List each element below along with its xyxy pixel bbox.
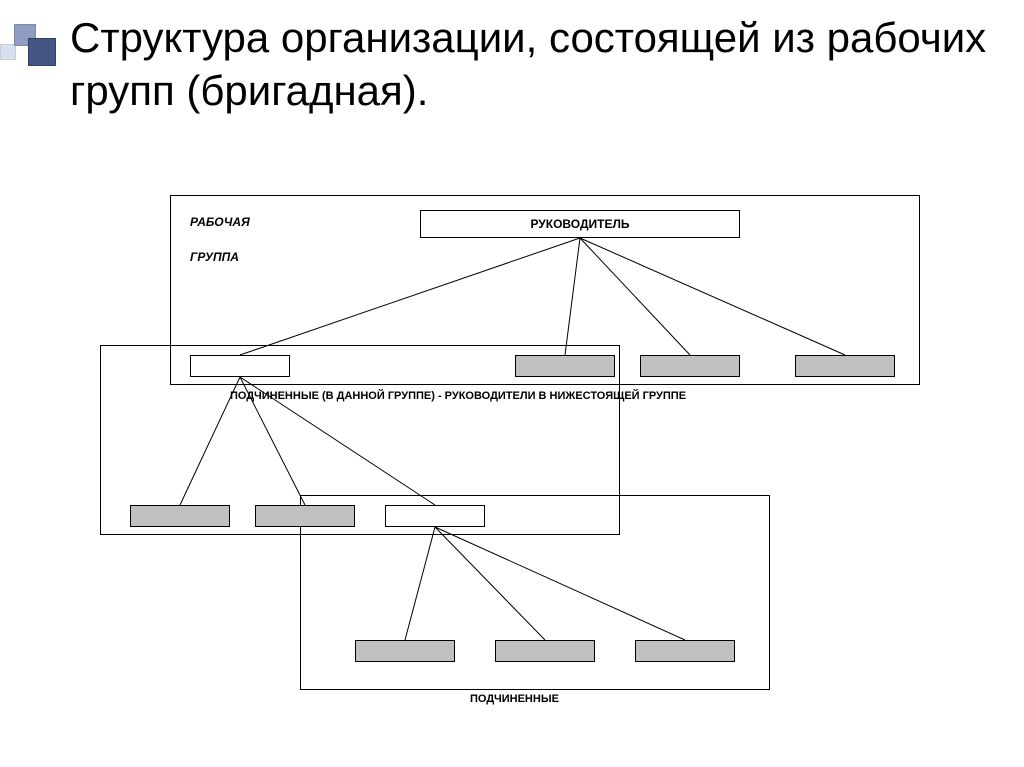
slide-decoration <box>0 18 60 66</box>
deco-sq <box>28 38 56 66</box>
org-node <box>130 505 230 527</box>
org-node <box>385 505 485 527</box>
org-node: РУКОВОДИТЕЛЬ <box>420 210 740 238</box>
org-node <box>640 355 740 377</box>
deco-sq <box>0 44 16 60</box>
org-node <box>355 640 455 662</box>
org-node <box>495 640 595 662</box>
slide-title: Структура организации, состоящей из рабо… <box>70 12 1024 117</box>
org-node <box>515 355 615 377</box>
org-node <box>190 355 290 377</box>
org-node <box>795 355 895 377</box>
org-structure-diagram: РУКОВОДИТЕЛЬ РАБОЧАЯ ГРУППА ПОДЧИНЕННЫЕ (В … <box>100 195 920 755</box>
diagram-caption: ПОДЧИНЕННЫЕ <box>470 693 559 705</box>
group-label: ГРУППА <box>190 250 239 264</box>
group-label: РАБОЧАЯ <box>190 215 250 229</box>
org-node-label: РУКОВОДИТЕЛЬ <box>530 217 629 231</box>
org-node <box>255 505 355 527</box>
org-node <box>635 640 735 662</box>
diagram-caption: ПОДЧИНЕННЫЕ (В ДАННОЙ ГРУППЕ) - РУКОВОДИ… <box>230 390 686 402</box>
